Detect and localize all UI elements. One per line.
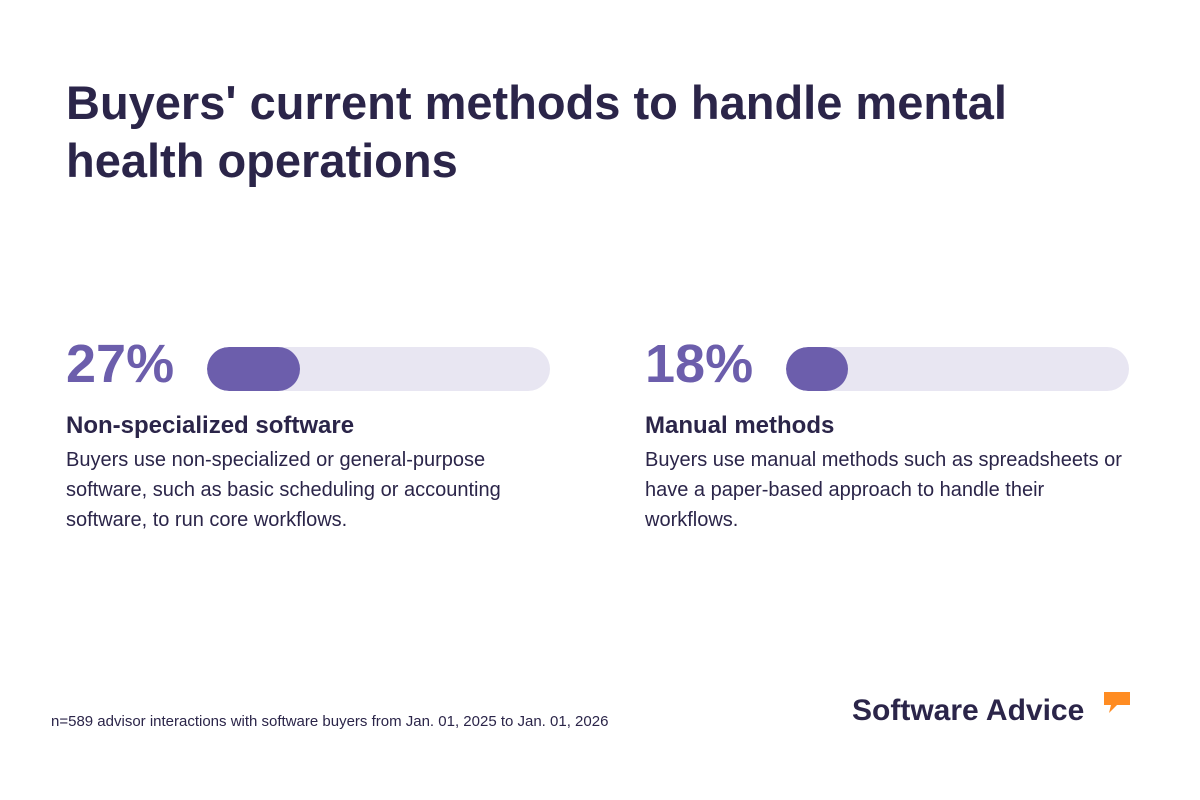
bar-manual-methods: [786, 347, 848, 391]
brand-logo: Software Advice: [852, 690, 1132, 730]
bar-non-specialized-software: [207, 347, 300, 391]
stat-non-specialized-software: 27% Non-specialized software Buyers use …: [66, 334, 550, 535]
bar-track: [786, 347, 1129, 391]
speech-bubble-shape: [1104, 692, 1130, 713]
chart-title: Buyers' current methods to handle mental…: [66, 76, 1007, 187]
sample-footnote: n=589 advisor interactions with software…: [51, 713, 609, 730]
speech-bubble-icon: [1104, 692, 1130, 713]
category-label: Non-specialized software: [66, 412, 355, 439]
category-description: Buyers use manual methods such as spread…: [645, 449, 1122, 531]
percent-label: 18%: [645, 334, 754, 394]
category-description: Buyers use non-specialized or general-pu…: [66, 449, 501, 531]
brand-name: Software Advice: [852, 694, 1085, 727]
bar-track: [207, 347, 550, 391]
percent-label: 27%: [66, 334, 175, 394]
stat-manual-methods: 18% Manual methods Buyers use manual met…: [645, 334, 1129, 535]
category-label: Manual methods: [645, 412, 835, 439]
